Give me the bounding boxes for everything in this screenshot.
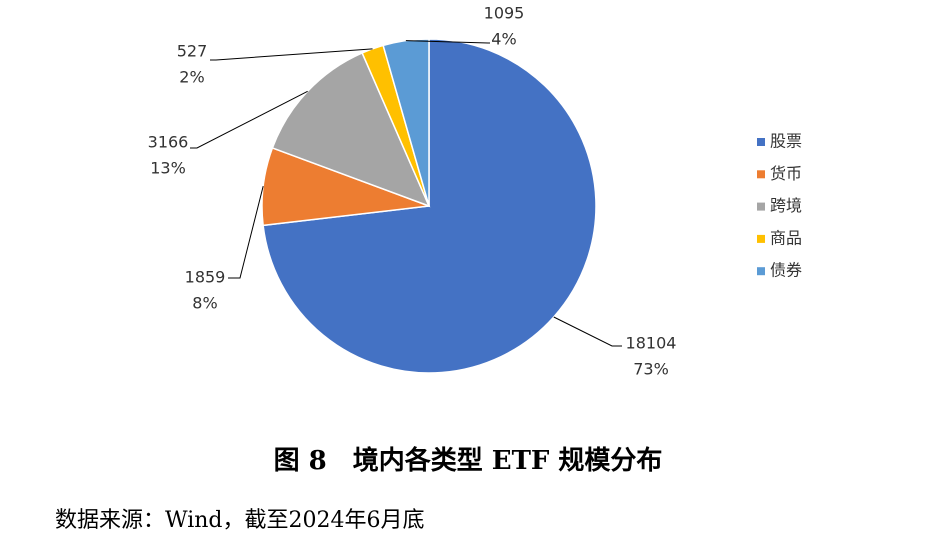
legend-label: 商品	[770, 228, 802, 247]
percent-label: 73%	[633, 360, 669, 379]
pie-slice	[271, 51, 431, 208]
percent-label: 4%	[491, 30, 516, 49]
leader-line	[553, 316, 622, 347]
leader-line	[210, 48, 373, 61]
leader-line	[405, 40, 490, 44]
leader-line	[228, 185, 264, 279]
percent-label: 8%	[192, 294, 217, 313]
legend-swatch	[757, 267, 765, 276]
legend-label: 债券	[770, 261, 802, 280]
legend-swatch	[757, 170, 765, 179]
legend-swatch	[757, 234, 765, 243]
source-note: 数据来源：Wind，截至2024年6月底	[55, 508, 425, 533]
data-label: 18104	[626, 334, 677, 353]
data-label: 3166	[148, 133, 189, 152]
percent-label: 13%	[150, 159, 186, 178]
legend-label: 货币	[770, 164, 802, 183]
data-label: 1095	[484, 4, 525, 23]
legend-label: 股票	[770, 132, 802, 151]
data-label: 527	[177, 42, 208, 61]
legend-label: 跨境	[770, 196, 802, 215]
legend-swatch	[757, 138, 765, 146]
percent-label: 2%	[179, 68, 204, 87]
leader-line	[190, 90, 308, 149]
data-label: 1859	[185, 268, 226, 287]
legend-swatch	[757, 202, 765, 211]
chart-title: 图 8 境内各类型 ETF 规模分布	[274, 445, 663, 476]
